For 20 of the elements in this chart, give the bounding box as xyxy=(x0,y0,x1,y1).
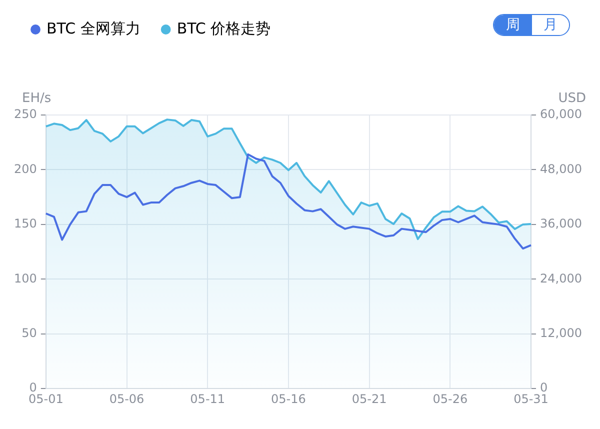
legend-label: BTC 价格走势 xyxy=(176,19,271,38)
x-tick-label: 05-26 xyxy=(432,392,468,406)
x-tick-label: 05-11 xyxy=(190,392,226,406)
y2-tick-label: 12,000 xyxy=(540,326,582,340)
y-tick-label: 50 xyxy=(22,326,37,340)
y-tick-label: 100 xyxy=(14,271,37,286)
x-tick-label: 05-06 xyxy=(109,392,144,406)
y2-tick-label: 36,000 xyxy=(540,216,582,231)
y-tick-label: 250 xyxy=(14,107,37,122)
period-toggle: 周 月 xyxy=(493,14,570,36)
y-tick-label: 200 xyxy=(14,162,37,176)
y2-tick-label: 60,000 xyxy=(540,107,582,122)
x-tick-label: 05-16 xyxy=(271,392,306,406)
y-axis-title: EH/s xyxy=(22,90,52,106)
legend-label: BTC 全网算力 xyxy=(46,19,140,38)
y2-tick-label: 24,000 xyxy=(540,271,582,286)
y2-axis-title: USD xyxy=(558,90,586,106)
y-tick-label: 150 xyxy=(14,216,37,231)
x-tick-label: 05-21 xyxy=(352,392,387,406)
y2-tick-label: 48,000 xyxy=(540,162,582,176)
